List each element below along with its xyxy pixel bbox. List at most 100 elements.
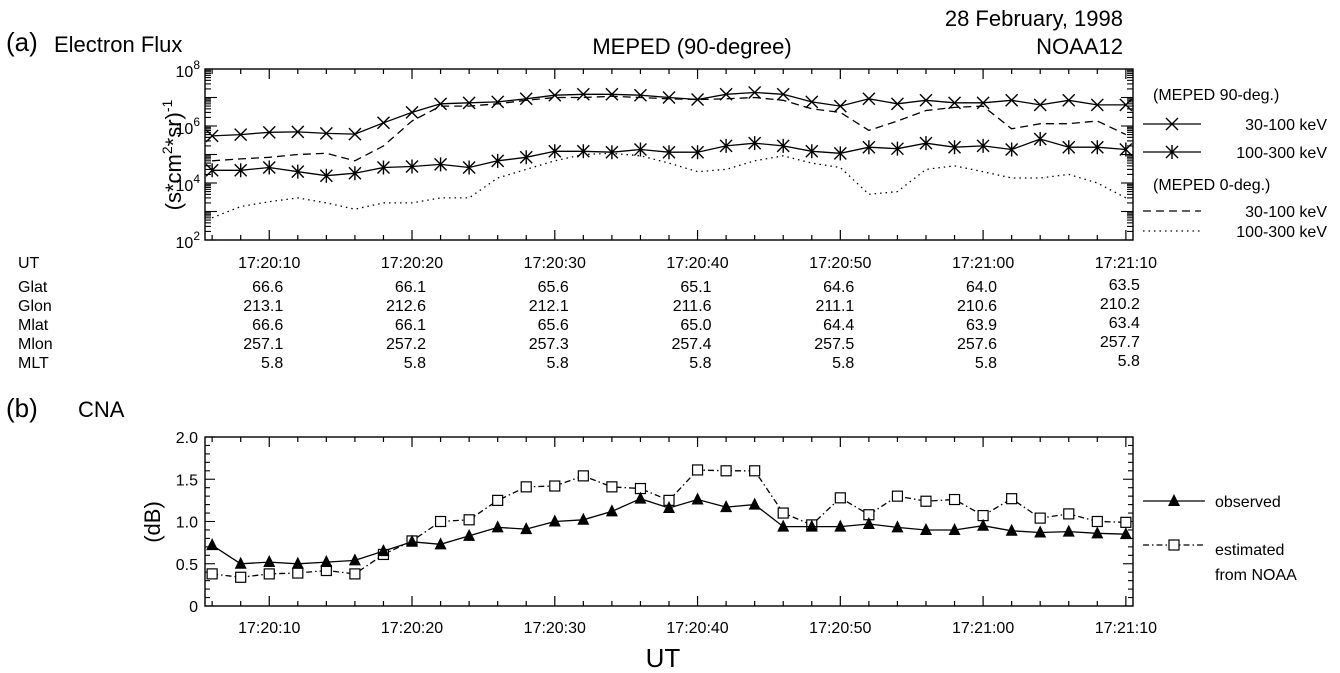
panel-b-frame	[204, 436, 1134, 607]
panel-b-series-2-point	[1091, 515, 1103, 528]
panel-a-series-2-point	[833, 146, 847, 161]
panel-a-series-1-point	[348, 127, 362, 141]
y-tick-label: 0	[189, 599, 198, 616]
panel-a-series-1-point	[319, 126, 333, 140]
panel-b-series-1-point	[919, 522, 932, 535]
table-cell: 64.4	[823, 317, 854, 334]
panel-a-series-2-point	[633, 142, 647, 157]
panel-b-legend: observed estimated from NOAA	[1143, 494, 1297, 584]
table-cell: 210.6	[957, 298, 997, 315]
panel-b-series-1-point	[463, 528, 476, 541]
panel-a-series-1-point	[662, 91, 676, 104]
panel-b-series-1-point	[891, 520, 904, 533]
panel-b-series-1-point	[548, 514, 561, 527]
table-cell: 66.1	[395, 279, 426, 296]
panel-a-series-1-point	[1062, 93, 1076, 107]
panel-a-series-1-point	[376, 116, 390, 130]
panel-a-series-2-point	[576, 144, 590, 159]
y-tick-label: 102	[176, 229, 201, 252]
date-label: 28 February, 1998	[945, 6, 1123, 31]
panel-a-series-2-point	[776, 138, 790, 153]
panel-b-series-1-point	[1005, 523, 1018, 536]
panel-b-series-1-point	[291, 556, 304, 569]
panel-b-series-2-point	[920, 495, 932, 507]
table-cell: 17:20:40	[666, 255, 728, 272]
panel-a-series-2-point	[719, 138, 733, 153]
table-cell: 66.6	[252, 279, 283, 296]
panel-b-series-2-point	[834, 492, 846, 504]
table-cell: 211.6	[673, 298, 712, 315]
panel-b-series-1-point	[577, 512, 590, 525]
panel-b-series-2-point	[434, 515, 447, 528]
panel-b-series-1-point	[834, 519, 847, 532]
panel-a-series-1-point	[491, 95, 505, 109]
panel-b-series-1-point	[491, 520, 504, 533]
panel-a-series-1-point	[805, 95, 819, 109]
panel-a-legend: (MEPED 90-deg.) 30-100 keV 100-300 keV (MEP…	[1143, 87, 1327, 241]
panel-a-ylabel-text: (s*cm2*sr)-1	[159, 99, 186, 210]
panel-b-series-2-point	[235, 571, 247, 583]
panel-a-series-2-point	[1119, 142, 1133, 157]
table-cell: 212.1	[529, 298, 569, 315]
table-cell: 64.0	[966, 279, 997, 296]
panel-a-series-2-point	[1062, 140, 1076, 155]
panel-a-series-1-point	[405, 105, 419, 119]
panel-b-series-1-point	[206, 538, 219, 551]
panel-a-series-2-point	[805, 144, 819, 159]
table-row-label: Glon	[18, 298, 52, 315]
panel-b-ylabel: (dB)	[140, 501, 165, 543]
panel-a-series-2-point	[919, 136, 933, 151]
panel-b-name: CNA	[78, 397, 125, 422]
panel-a-series-1-point	[833, 99, 847, 113]
panel-b-series-2-point	[1006, 493, 1018, 505]
legend-marker	[1168, 494, 1180, 506]
panel-a-series-3-line	[212, 95, 1127, 162]
panel-b-series-2-point	[520, 481, 532, 493]
panel-b-xlabel: UT	[646, 643, 681, 673]
panel-a-series	[205, 85, 1133, 219]
panel-a-series-2-point	[348, 166, 362, 181]
table-cell: 17:20:30	[524, 255, 586, 272]
panel-a-series-2	[205, 131, 1133, 183]
panel-b-series-2-point	[549, 480, 561, 492]
panel-b-series-2-point	[492, 494, 504, 506]
y-tick-label: 1.5	[176, 472, 198, 489]
panel-a-series-2-point	[691, 145, 705, 160]
panel-a-label: (a)	[6, 27, 38, 57]
panel-a-title: MEPED (90-degree)	[592, 34, 791, 59]
table-cell: 65.0	[680, 317, 711, 334]
panel-a-series-1-point	[776, 87, 790, 101]
table-cell: 210.2	[1100, 296, 1140, 313]
panel-a-series-1-point	[691, 93, 705, 107]
panel-a-series-1-point	[1005, 93, 1019, 107]
panel-a-series-1-point	[291, 125, 305, 139]
panel-a-series-1-point	[633, 88, 647, 102]
panel-a-series-2-point	[862, 140, 876, 155]
panel-b-label: (b)	[6, 393, 38, 423]
panel-b-xtick-labels: 17:20:10 17:20:20 17:20:30 17:20:40 17:20:50…	[238, 620, 1157, 637]
panel-a-series-2-point	[491, 153, 505, 168]
panel-a-series-1-point	[262, 125, 276, 139]
panel-a-series-2-point	[548, 144, 562, 159]
table-cell: 5.8	[1118, 353, 1140, 370]
panel-a-series-2-point	[234, 163, 248, 178]
panel-a-series-2-point	[376, 160, 390, 175]
table-cell: 63.5	[1109, 277, 1140, 294]
table-cell: 257.3	[529, 336, 569, 353]
panel-b-series-2-point	[606, 481, 618, 493]
y-tick-label: 104	[176, 172, 201, 195]
legend-entry-label: estimated	[1215, 542, 1284, 559]
panel-b-series-1-point	[348, 553, 361, 566]
panel-a-series-4-line	[211, 152, 1127, 219]
panel-a-series-2-point	[890, 141, 904, 156]
table-cell: 65.6	[538, 279, 569, 296]
panel-b-series-1-point	[605, 504, 618, 517]
table-cell: 212.6	[386, 298, 426, 315]
panel-b-series-2-point	[948, 493, 961, 506]
panel-a-series-2-point	[434, 157, 448, 172]
legend-entry-label: 100-300 keV	[1236, 145, 1327, 162]
panel-a-series-2-point	[976, 138, 990, 153]
panel-b-series-2-point	[691, 464, 704, 476]
panel-a-series-1-point	[605, 87, 619, 101]
panel-a-series-1-point	[1090, 98, 1104, 112]
